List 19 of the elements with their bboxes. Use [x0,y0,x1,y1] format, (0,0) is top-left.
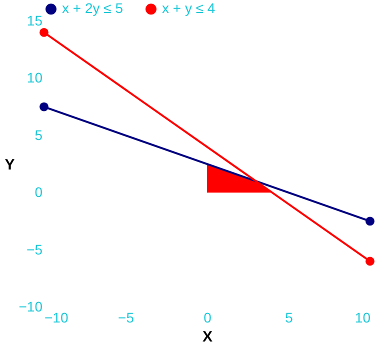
x-axis-title: X [202,328,213,346]
y-tick-label: 5 [34,126,43,143]
y-tick-label: 15 [26,12,43,28]
point [40,28,48,37]
x-tick-label: 0 [204,310,212,326]
y-tick-label: 0 [34,184,43,200]
y-tick-label: 10 [26,70,43,86]
x-tick-label: 10 [354,310,371,326]
legend-label: x + 2y ≤ 5 [62,0,124,16]
x-tick-label: −5 [118,310,134,326]
point [40,102,48,112]
x-tick-label: −10 [44,310,68,326]
point [366,216,374,226]
legend-label: x + y ≤ 4 [162,0,216,16]
y-tick-label: −5 [26,241,43,258]
point [366,256,374,266]
x-tick-label: 5 [285,310,294,326]
y-axis-title: Y [4,156,15,174]
y-tick-label: −10 [18,298,43,314]
